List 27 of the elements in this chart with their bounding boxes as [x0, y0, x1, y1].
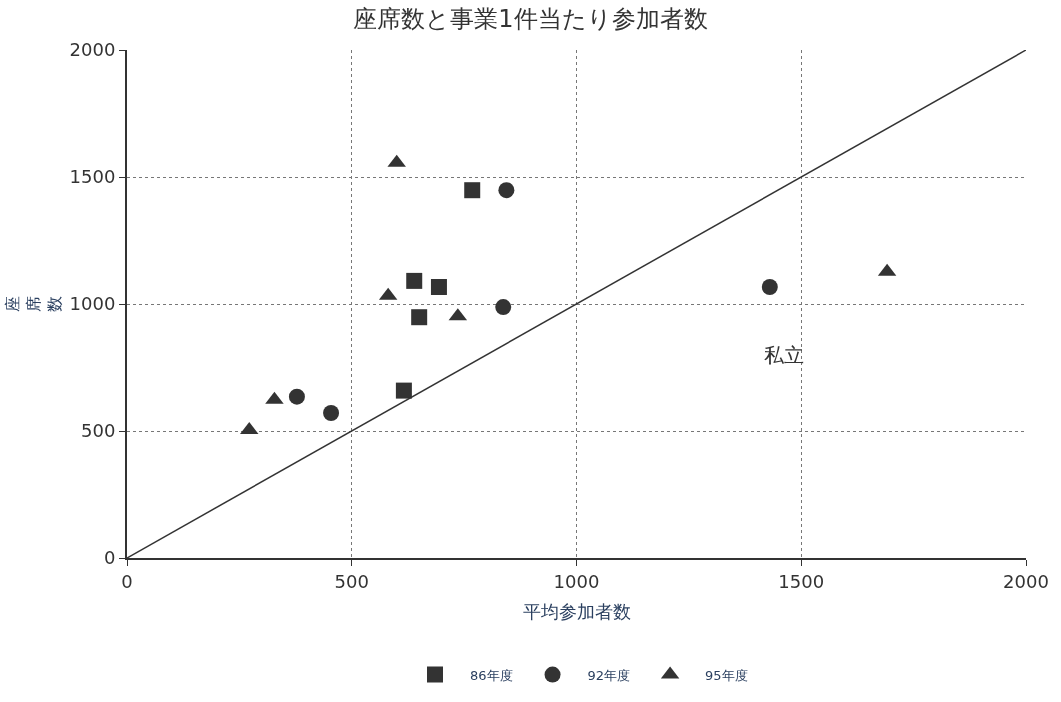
x-tick-label: 500: [334, 570, 369, 592]
y-tick-label: 1000: [69, 293, 116, 315]
annotation: 私立: [764, 343, 804, 367]
point: [406, 272, 423, 289]
y-tick-label: 2000: [69, 39, 116, 61]
point: [323, 404, 340, 421]
y-tick-label: 1500: [69, 166, 116, 188]
point: [495, 299, 512, 316]
chart-title: 座席数と事業1件当たり参加者数: [353, 5, 708, 34]
x-axis-title: 平均参加者数: [522, 601, 631, 623]
legend-label: 92年度: [587, 667, 631, 683]
point: [430, 278, 447, 295]
y-tick-label: 0: [103, 547, 116, 569]
x-tick-label: 0: [121, 570, 133, 592]
y-axis-title: 座席数: [3, 296, 64, 312]
point: [411, 309, 428, 326]
point: [498, 182, 515, 199]
legend-label: 95年度: [705, 667, 748, 683]
y-tick-label: 500: [81, 420, 116, 442]
x-tick-label: 2000: [1003, 570, 1049, 592]
point: [464, 182, 481, 199]
point: [395, 382, 412, 399]
point: [761, 278, 778, 295]
x-tick-label: 1500: [778, 570, 825, 592]
legend-label: 86年度: [470, 667, 513, 683]
x-tick-label: 1000: [553, 570, 600, 592]
point: [288, 388, 305, 405]
